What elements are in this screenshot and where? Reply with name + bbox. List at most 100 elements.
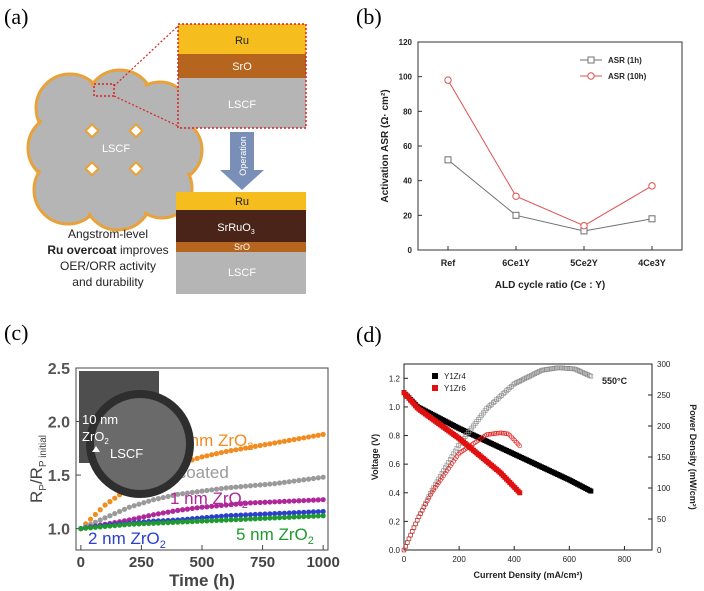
x-tick-label: 400 bbox=[508, 555, 522, 564]
data-point bbox=[238, 446, 244, 452]
data-point bbox=[238, 516, 244, 522]
data-point bbox=[136, 501, 142, 507]
power-point bbox=[585, 372, 590, 377]
data-point bbox=[213, 513, 220, 520]
data-point bbox=[262, 442, 268, 448]
data-point bbox=[165, 493, 171, 500]
data-point bbox=[102, 502, 108, 508]
power-point bbox=[441, 473, 446, 478]
data-point bbox=[170, 519, 176, 525]
power-point bbox=[535, 369, 541, 375]
data-point bbox=[243, 500, 249, 506]
y-tick-label-right: 50 bbox=[657, 515, 666, 524]
data-point bbox=[155, 520, 161, 526]
power-point bbox=[502, 389, 508, 395]
power-point bbox=[489, 401, 494, 407]
data-point bbox=[252, 516, 258, 522]
data-point bbox=[180, 519, 186, 525]
power-point bbox=[494, 431, 499, 436]
data-point bbox=[184, 506, 191, 512]
data-point bbox=[121, 522, 128, 528]
data-point bbox=[204, 518, 210, 524]
data-point bbox=[194, 489, 200, 495]
svg-text:Angstrom-level: Angstrom-level bbox=[68, 227, 148, 241]
y-axis-label: Activation ASR (Ω· cm²) bbox=[380, 89, 391, 202]
data-point bbox=[296, 477, 302, 484]
data-point bbox=[310, 497, 317, 503]
data-point bbox=[291, 498, 297, 504]
data-point bbox=[107, 523, 113, 529]
power-point bbox=[512, 381, 518, 386]
power-point bbox=[527, 373, 532, 379]
data-point bbox=[301, 497, 307, 504]
layer-ru-label: Ru bbox=[235, 35, 249, 47]
legend-marker bbox=[587, 56, 595, 64]
data-point bbox=[306, 434, 312, 440]
data-point bbox=[189, 505, 195, 512]
series-label: 2 nm ZrO2 bbox=[88, 529, 166, 551]
data-point bbox=[276, 439, 283, 445]
data-point bbox=[243, 445, 249, 451]
data-point bbox=[160, 520, 166, 526]
data-point bbox=[243, 516, 249, 522]
x-tick-label: 200 bbox=[452, 555, 466, 564]
data-point bbox=[112, 522, 118, 529]
data-point bbox=[199, 454, 205, 460]
power-point bbox=[586, 373, 592, 378]
data-point bbox=[175, 507, 181, 513]
power-point bbox=[451, 451, 456, 457]
data-point bbox=[228, 502, 234, 508]
y-axis-label-right: Power Density (mW/cm²) bbox=[688, 404, 698, 510]
y-axis-label-left: Voltage (V) bbox=[370, 434, 380, 480]
power-point bbox=[509, 384, 514, 389]
x-tick-label: 750 bbox=[250, 554, 275, 571]
data-point bbox=[291, 436, 297, 443]
power-point bbox=[514, 380, 519, 386]
power-point bbox=[454, 446, 460, 451]
data-point bbox=[272, 515, 278, 521]
zoom-marker bbox=[93, 83, 115, 97]
layer-lscf-after-label: LSCF bbox=[228, 267, 256, 279]
data-point bbox=[223, 517, 229, 523]
power-point bbox=[575, 367, 580, 373]
chart-c: 1.0 1.5 2.0 2.5 0 250 500 750 1000 Time (h) RP/RP … bbox=[27, 361, 340, 590]
power-point bbox=[439, 475, 445, 481]
power-point bbox=[487, 403, 493, 408]
power-point bbox=[429, 489, 435, 495]
y-tick-label-right: 0 bbox=[657, 546, 662, 555]
data-point bbox=[296, 436, 302, 442]
data-point bbox=[243, 483, 249, 489]
data-point bbox=[107, 499, 113, 505]
data-point bbox=[286, 498, 292, 504]
data-point bbox=[175, 519, 181, 525]
panel-label-a: (a) bbox=[4, 4, 29, 29]
data-point bbox=[320, 508, 326, 515]
data-point bbox=[213, 503, 220, 509]
x-tick-label: 0 bbox=[402, 555, 407, 564]
series-line bbox=[447, 79, 653, 227]
lscf-particle-cluster: LSCF bbox=[26, 68, 204, 232]
data-point bbox=[204, 487, 210, 494]
data-point bbox=[213, 486, 220, 492]
data-point bbox=[262, 499, 268, 505]
data-point bbox=[247, 512, 254, 518]
y-tick-label-left: 0.2 bbox=[389, 517, 401, 526]
power-point bbox=[411, 525, 417, 530]
data-point bbox=[146, 520, 152, 527]
data-point bbox=[218, 449, 224, 456]
data-point bbox=[228, 448, 234, 454]
data-point bbox=[218, 485, 224, 492]
data-point bbox=[267, 441, 273, 447]
power-point bbox=[573, 367, 579, 372]
data-point bbox=[126, 521, 132, 527]
data-point bbox=[199, 504, 205, 510]
power-point bbox=[500, 430, 506, 436]
particle-label: LSCF bbox=[102, 143, 130, 155]
power-point bbox=[456, 443, 461, 448]
y-tick-label: 40 bbox=[403, 177, 412, 186]
y-tick-label-right: 300 bbox=[657, 360, 671, 369]
power-point bbox=[522, 376, 527, 381]
data-point bbox=[247, 516, 254, 522]
data-point bbox=[92, 519, 98, 525]
y-tick-label-right: 100 bbox=[657, 484, 671, 493]
